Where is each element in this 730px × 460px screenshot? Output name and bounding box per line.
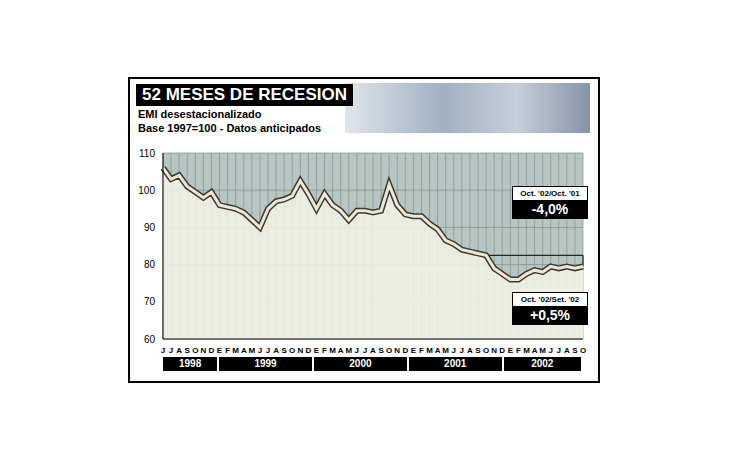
svg-text:D: D xyxy=(209,346,215,355)
svg-text:D: D xyxy=(499,346,505,355)
html-text:2002: 2002 xyxy=(531,358,554,369)
svg-text:J: J xyxy=(548,346,552,355)
svg-text:J: J xyxy=(266,346,270,355)
svg-text:O: O xyxy=(289,346,295,355)
html-text:52 MESES DE RECESION: 52 MESES DE RECESION xyxy=(142,85,347,104)
svg-text:J: J xyxy=(169,346,173,355)
html-text:Oct. '02/Set. '02: Oct. '02/Set. '02 xyxy=(520,295,580,304)
html-text:2000: 2000 xyxy=(349,358,372,369)
html-text:1998: 1998 xyxy=(179,358,202,369)
svg-text:A: A xyxy=(273,346,279,355)
svg-text:J: J xyxy=(557,346,561,355)
svg-text:S: S xyxy=(572,346,578,355)
html-text:Base 1997=100 - Datos anticipa: Base 1997=100 - Datos anticipados xyxy=(138,122,322,134)
svg-text:M: M xyxy=(345,346,352,355)
svg-text:O: O xyxy=(386,346,392,355)
svg-text:J: J xyxy=(161,346,165,355)
svg-text:E: E xyxy=(217,346,223,355)
svg-text:M: M xyxy=(523,346,530,355)
svg-text:70: 70 xyxy=(144,296,156,307)
svg-text:M: M xyxy=(249,346,256,355)
svg-text:S: S xyxy=(475,346,481,355)
html-text:2001: 2001 xyxy=(444,358,467,369)
svg-text:O: O xyxy=(483,346,489,355)
svg-text:E: E xyxy=(314,346,320,355)
svg-text:A: A xyxy=(370,346,376,355)
svg-text:J: J xyxy=(355,346,359,355)
svg-text:J: J xyxy=(363,346,367,355)
html-text:Oct. '02/Oct. '01: Oct. '02/Oct. '01 xyxy=(520,189,580,198)
svg-text:N: N xyxy=(491,346,497,355)
svg-text:J: J xyxy=(452,346,456,355)
svg-text:M: M xyxy=(329,346,336,355)
svg-text:60: 60 xyxy=(144,334,156,345)
svg-text:M: M xyxy=(442,346,449,355)
svg-text:A: A xyxy=(241,346,247,355)
svg-text:D: D xyxy=(402,346,408,355)
svg-text:N: N xyxy=(297,346,303,355)
svg-text:O: O xyxy=(192,346,198,355)
svg-text:J: J xyxy=(258,346,262,355)
svg-text:110: 110 xyxy=(139,148,155,159)
svg-text:N: N xyxy=(200,346,206,355)
svg-text:F: F xyxy=(516,346,521,355)
svg-text:S: S xyxy=(281,346,287,355)
svg-text:D: D xyxy=(305,346,311,355)
svg-text:F: F xyxy=(322,346,327,355)
svg-text:E: E xyxy=(411,346,417,355)
svg-text:O: O xyxy=(580,346,586,355)
svg-text:M: M xyxy=(232,346,239,355)
svg-text:S: S xyxy=(185,346,191,355)
svg-text:100: 100 xyxy=(138,185,155,196)
html-text:-4,0%: -4,0% xyxy=(531,201,569,217)
svg-text:E: E xyxy=(508,346,514,355)
svg-text:A: A xyxy=(467,346,473,355)
svg-text:F: F xyxy=(225,346,230,355)
html-text:+0,5%: +0,5% xyxy=(530,307,570,323)
svg-text:S: S xyxy=(378,346,384,355)
svg-text:M: M xyxy=(539,346,546,355)
svg-text:90: 90 xyxy=(144,222,156,233)
svg-text:A: A xyxy=(338,346,344,355)
svg-text:N: N xyxy=(394,346,400,355)
svg-text:F: F xyxy=(419,346,424,355)
svg-text:A: A xyxy=(564,346,570,355)
html-text:EMI desestacionalizado: EMI desestacionalizado xyxy=(138,108,262,120)
html-text:1999: 1999 xyxy=(254,358,277,369)
svg-text:A: A xyxy=(176,346,182,355)
svg-text:J: J xyxy=(460,346,464,355)
svg-text:M: M xyxy=(426,346,433,355)
svg-text:80: 80 xyxy=(144,259,156,270)
svg-text:A: A xyxy=(435,346,441,355)
svg-text:A: A xyxy=(532,346,538,355)
